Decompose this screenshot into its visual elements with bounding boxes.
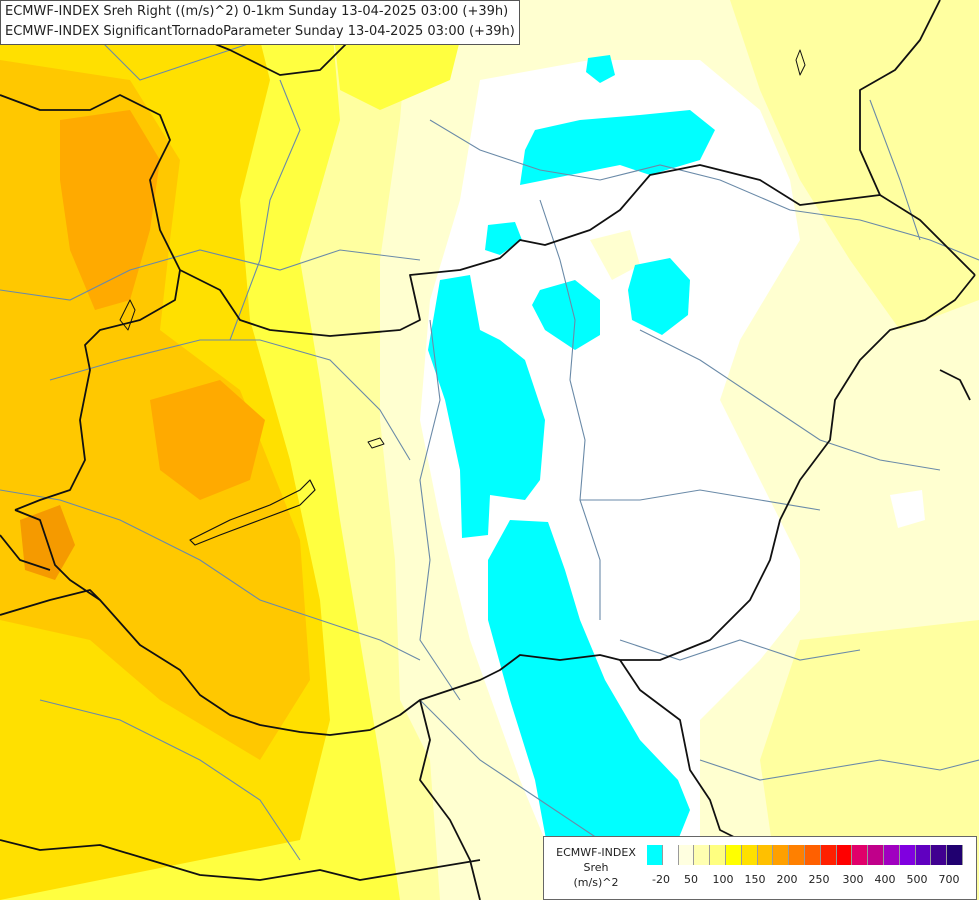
- legend-tick-label: 500: [906, 873, 928, 886]
- legend-swatch: [883, 845, 900, 865]
- river: [619, 639, 861, 661]
- legend-swatch: [725, 845, 742, 865]
- legend-swatch: [804, 845, 821, 865]
- orange-zone-center: [150, 380, 265, 500]
- country-border: [0, 534, 51, 571]
- lake-outline: [119, 299, 136, 331]
- color-legend: ECMWF-INDEX Sreh (m/s)^2 -20 50 100 150 200 2…: [543, 836, 977, 900]
- lake-outline: [189, 479, 316, 546]
- river: [0, 489, 421, 661]
- legend-title: ECMWF-INDEX Sreh (m/s)^2: [548, 845, 644, 890]
- cyan-zone-south: [488, 520, 690, 900]
- river: [0, 249, 421, 301]
- legend-parameter: Sreh: [583, 861, 609, 874]
- rivers-layer: [0, 29, 979, 900]
- legend-swatch: [789, 845, 805, 865]
- country-border: [859, 0, 941, 196]
- river: [539, 199, 601, 620]
- cyan-zone-west: [428, 275, 545, 538]
- legend-model: ECMWF-INDEX: [556, 846, 636, 859]
- legend-swatch: [868, 845, 884, 865]
- legend-swatch: [710, 845, 726, 865]
- country-border: [939, 369, 971, 401]
- legend-swatch: [820, 845, 837, 865]
- river: [229, 79, 301, 341]
- river: [639, 329, 941, 471]
- legend-tick-label: -20: [652, 873, 670, 886]
- legend-tick-labels: -20 50 100 150 200 250 300 400 500 700: [647, 873, 967, 889]
- legend-tick-label: 250: [808, 873, 830, 886]
- legend-tick-label: 100: [712, 873, 734, 886]
- river: [49, 339, 411, 461]
- cyan-spot-central-left: [532, 280, 600, 350]
- cyan-spot-central-right: [628, 258, 690, 335]
- legend-swatch: [836, 845, 853, 865]
- legend-swatch: [915, 845, 932, 865]
- country-border: [419, 699, 481, 900]
- legend-tick-label: 50: [684, 873, 698, 886]
- country-border: [0, 839, 481, 881]
- legend-swatch: [773, 845, 790, 865]
- light-yellow-zone-southeast: [760, 620, 979, 900]
- river: [869, 99, 921, 241]
- legend-tick-label: 700: [938, 873, 960, 886]
- legend-swatch: [947, 845, 963, 865]
- lake-outline: [367, 437, 385, 449]
- lake-outline: [795, 49, 806, 76]
- country-border: [0, 94, 976, 337]
- legend-swatch: [662, 845, 679, 865]
- legend-swatch: [694, 845, 711, 865]
- legend-swatch: [741, 845, 758, 865]
- legend-swatch: [899, 845, 916, 865]
- pale-yellow-spot-central: [590, 230, 640, 280]
- cyan-spot-north: [586, 55, 615, 83]
- country-border: [14, 274, 976, 736]
- legend-swatches: [647, 845, 963, 865]
- legend-swatch: [852, 845, 869, 865]
- title-line-1: ECMWF-INDEX Sreh Right ((m/s)^2) 0-1km S…: [5, 4, 509, 19]
- light-yellow-zone-northeast: [730, 0, 979, 330]
- river: [39, 699, 301, 861]
- river: [419, 319, 461, 701]
- country-border: [14, 269, 181, 511]
- river: [699, 759, 979, 781]
- legend-swatch: [647, 845, 663, 865]
- legend-tick-label: 300: [842, 873, 864, 886]
- legend-swatch: [678, 845, 695, 865]
- legend-unit: (m/s)^2: [573, 876, 619, 889]
- country-border: [0, 589, 101, 616]
- legend-tick-label: 200: [776, 873, 798, 886]
- legend-swatch: [931, 845, 948, 865]
- title-line-2: ECMWF-INDEX SignificantTornadoParameter …: [5, 24, 515, 39]
- map-title-box: ECMWF-INDEX Sreh Right ((m/s)^2) 0-1km S…: [0, 0, 520, 45]
- legend-swatch: [757, 845, 774, 865]
- legend-tick-label: 400: [874, 873, 896, 886]
- river: [580, 489, 821, 511]
- cyan-spot-northwest: [485, 222, 522, 255]
- orange-zone-north: [60, 110, 160, 310]
- legend-tick-label: 150: [744, 873, 766, 886]
- white-spot-east: [890, 490, 925, 528]
- river: [429, 119, 979, 261]
